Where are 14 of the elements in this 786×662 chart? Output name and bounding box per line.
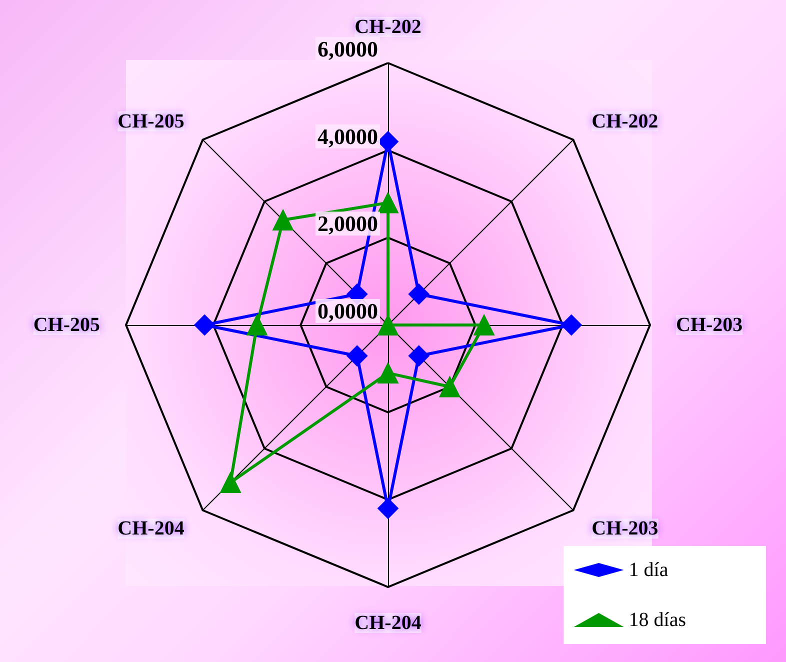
spoke-label: CH-205 <box>33 314 100 336</box>
spoke-label: CH-204 <box>118 518 184 540</box>
spoke-label: CH-202 <box>592 110 658 132</box>
legend-label: 1 día <box>628 559 668 581</box>
spoke-label: CH-202 <box>354 16 422 38</box>
spoke-label: CH-204 <box>354 612 422 634</box>
y-tick-label: 6,0000 <box>318 36 378 62</box>
spoke-label: CH-203 <box>592 518 658 540</box>
y-tick-label: 2,0000 <box>318 211 378 236</box>
spoke-label: CH-203 <box>676 314 743 336</box>
y-tick-label: 4,0000 <box>318 124 378 149</box>
legend-label: 18 días <box>628 609 686 631</box>
spoke-label: CH-205 <box>118 110 184 132</box>
y-tick-label: 0,0000 <box>318 298 378 324</box>
